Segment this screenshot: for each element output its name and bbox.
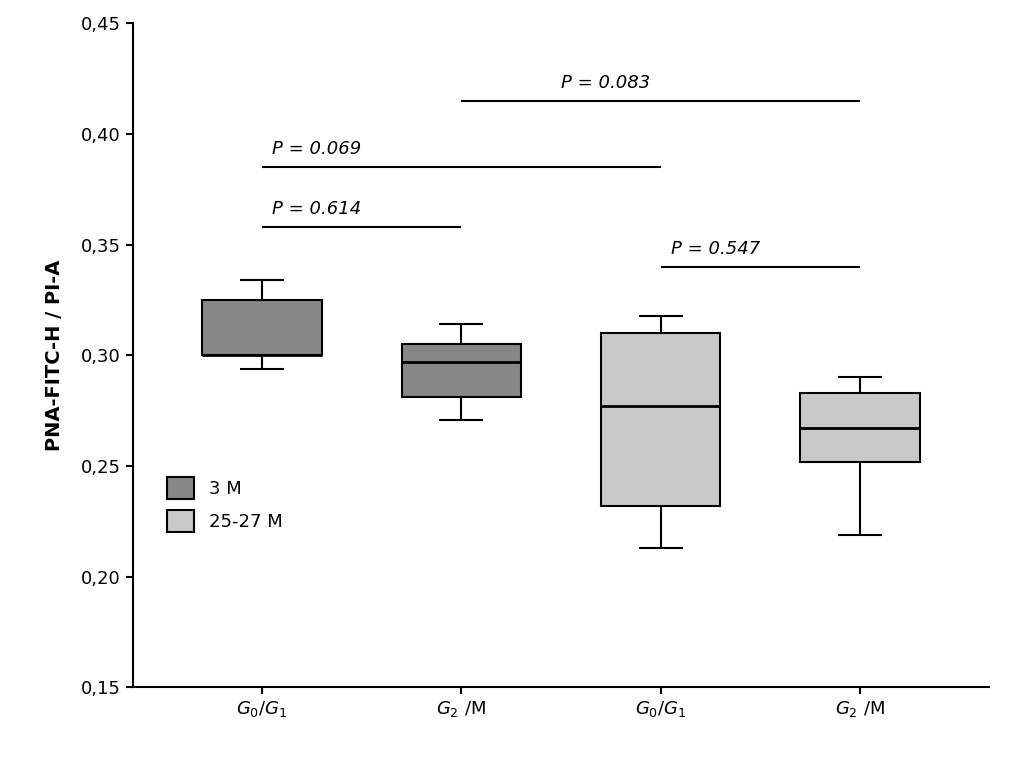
Text: P = 0.069: P = 0.069 [272, 141, 361, 159]
Text: P = 0.083: P = 0.083 [560, 74, 650, 92]
Text: P = 0.547: P = 0.547 [669, 240, 759, 258]
Legend: 3 M, 25-27 M: 3 M, 25-27 M [167, 477, 282, 532]
Bar [799, 393, 919, 462]
Text: P = 0.614: P = 0.614 [272, 200, 361, 218]
Y-axis label: PNA-FITC-H / PI-A: PNA-FITC-H / PI-A [45, 259, 64, 451]
Bar [401, 344, 521, 398]
Bar [202, 300, 322, 355]
Bar [600, 333, 719, 506]
